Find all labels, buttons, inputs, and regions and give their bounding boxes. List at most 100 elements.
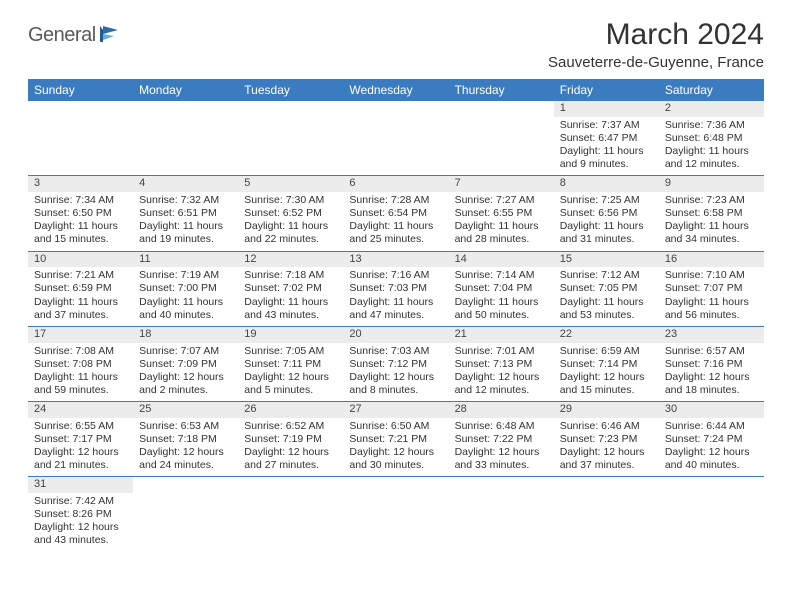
day-number-cell: 30: [659, 402, 764, 418]
daylight-line: Daylight: 11 hours and 28 minutes.: [455, 220, 548, 246]
daylight-line: Daylight: 12 hours and 2 minutes.: [139, 371, 232, 397]
day-content-cell: Sunrise: 7:27 AMSunset: 6:55 PMDaylight:…: [449, 192, 554, 251]
sunrise-line: Sunrise: 7:07 AM: [139, 345, 232, 358]
sunset-line: Sunset: 7:14 PM: [560, 358, 653, 371]
sunset-line: Sunset: 7:12 PM: [349, 358, 442, 371]
sunset-line: Sunset: 7:24 PM: [665, 433, 758, 446]
calendar-body: 12 Sunrise: 7:37 AMSunset: 6:47 PM Dayligh…: [28, 101, 764, 552]
day-number-cell: [28, 101, 133, 117]
daylight-line: Daylight: 12 hours and 30 minutes.: [349, 446, 442, 472]
day-content-cell: [238, 493, 343, 552]
day-content-cell: Sunrise: 6:53 AMSunset: 7:18 PMDaylight:…: [133, 418, 238, 477]
sunset-line: Sunset: 7:13 PM: [455, 358, 548, 371]
sunset-line: Sunset: 7:18 PM: [139, 433, 232, 446]
day-number-cell: 14: [449, 251, 554, 267]
sunset-line: Sunset: 6:54 PM: [349, 207, 442, 220]
day-number-cell: 20: [343, 326, 448, 342]
sunrise-line: Sunrise: 7:30 AM: [244, 194, 337, 207]
sunrise-line: Sunrise: 6:50 AM: [349, 420, 442, 433]
day-header: Saturday: [659, 79, 764, 101]
sunrise-line: Sunrise: 7:16 AM: [349, 269, 442, 282]
day-number-cell: 8: [554, 176, 659, 192]
daylight-line: Daylight: 12 hours and 24 minutes.: [139, 446, 232, 472]
daylight-line: Daylight: 12 hours and 27 minutes.: [244, 446, 337, 472]
daylight-line: Daylight: 11 hours and 56 minutes.: [665, 296, 758, 322]
logo-flag-icon: [100, 26, 122, 47]
day-content-cell: Sunrise: 7:10 AMSunset: 7:07 PMDaylight:…: [659, 267, 764, 326]
day-number-cell: 21: [449, 326, 554, 342]
day-number-cell: 2: [659, 101, 764, 117]
day-content-cell: Sunrise: 7:42 AMSunset: 8:26 PMDaylight:…: [28, 493, 133, 552]
sunset-line: Sunset: 7:09 PM: [139, 358, 232, 371]
day-content-cell: Sunrise: 6:55 AMSunset: 7:17 PMDaylight:…: [28, 418, 133, 477]
day-number-cell: [343, 477, 448, 493]
sunset-line: Sunset: 6:50 PM: [34, 207, 127, 220]
sunset-line: Sunset: 7:00 PM: [139, 282, 232, 295]
sunrise-line: Sunrise: 7:37 AM: [560, 119, 653, 132]
sunrise-line: Sunrise: 6:55 AM: [34, 420, 127, 433]
sunrise-line: Sunrise: 7:19 AM: [139, 269, 232, 282]
daylight-line: Daylight: 12 hours and 5 minutes.: [244, 371, 337, 397]
day-content-cell: Sunrise: 7:18 AMSunset: 7:02 PMDaylight:…: [238, 267, 343, 326]
day-number-cell: 24: [28, 402, 133, 418]
day-content-cell: Sunrise: 7:01 AMSunset: 7:13 PMDaylight:…: [449, 343, 554, 402]
day-content-cell: Sunrise: 7:32 AMSunset: 6:51 PMDaylight:…: [133, 192, 238, 251]
day-content-cell: [449, 493, 554, 552]
sunset-line: Sunset: 7:02 PM: [244, 282, 337, 295]
sunset-line: Sunset: 7:21 PM: [349, 433, 442, 446]
day-content-cell: Sunrise: 7:08 AMSunset: 7:08 PMDaylight:…: [28, 343, 133, 402]
daylight-line: Daylight: 12 hours and 37 minutes.: [560, 446, 653, 472]
day-number-cell: [659, 477, 764, 493]
day-content-cell: Sunrise: 6:59 AMSunset: 7:14 PMDaylight:…: [554, 343, 659, 402]
day-number-cell: 16: [659, 251, 764, 267]
day-number-cell: 22: [554, 326, 659, 342]
day-content-cell: Sunrise: 6:52 AMSunset: 7:19 PMDaylight:…: [238, 418, 343, 477]
calendar-header: SundayMondayTuesdayWednesdayThursdayFrid…: [28, 79, 764, 101]
day-content-cell: [659, 493, 764, 552]
daylight-line: Daylight: 12 hours and 18 minutes.: [665, 371, 758, 397]
sunrise-line: Sunrise: 7:25 AM: [560, 194, 653, 207]
sunrise-line: Sunrise: 7:10 AM: [665, 269, 758, 282]
daylight-line: Daylight: 11 hours and 47 minutes.: [349, 296, 442, 322]
day-content-cell: Sunrise: 7:19 AMSunset: 7:00 PMDaylight:…: [133, 267, 238, 326]
sunset-line: Sunset: 6:52 PM: [244, 207, 337, 220]
day-number-cell: 27: [343, 402, 448, 418]
day-content-cell: Sunrise: 7:05 AMSunset: 7:11 PMDaylight:…: [238, 343, 343, 402]
logo: General Blue: [28, 18, 124, 47]
day-number-cell: 5: [238, 176, 343, 192]
day-content-cell: Sunrise: 7:07 AMSunset: 7:09 PMDaylight:…: [133, 343, 238, 402]
header: General Blue March 2024 Sauveterre-de-Gu…: [28, 18, 764, 71]
day-content-cell: Sunrise: 6:46 AMSunset: 7:23 PMDaylight:…: [554, 418, 659, 477]
day-content-cell: Sunrise: 6:44 AMSunset: 7:24 PMDaylight:…: [659, 418, 764, 477]
sunset-line: Sunset: 6:58 PM: [665, 207, 758, 220]
sunset-line: Sunset: 6:59 PM: [34, 282, 127, 295]
day-number-cell: [238, 101, 343, 117]
day-content-cell: Sunrise: 7:25 AMSunset: 6:56 PMDaylight:…: [554, 192, 659, 251]
day-number-cell: 13: [343, 251, 448, 267]
content-row: Sunrise: 7:08 AMSunset: 7:08 PMDaylight:…: [28, 343, 764, 402]
sunrise-line: Sunrise: 7:08 AM: [34, 345, 127, 358]
day-number-cell: 17: [28, 326, 133, 342]
sunrise-line: Sunrise: 7:23 AM: [665, 194, 758, 207]
day-number-cell: 1: [554, 101, 659, 117]
day-number-cell: [133, 477, 238, 493]
day-header: Tuesday: [238, 79, 343, 101]
sunrise-line: Sunrise: 7:12 AM: [560, 269, 653, 282]
content-row: Sunrise: 6:55 AMSunset: 7:17 PMDaylight:…: [28, 418, 764, 477]
sunset-line: Sunset: 7:23 PM: [560, 433, 653, 446]
day-content-cell: [28, 117, 133, 176]
sunset-line: Sunset: 7:04 PM: [455, 282, 548, 295]
daylight-line: Daylight: 11 hours and 12 minutes.: [665, 145, 758, 171]
daynum-row: 10111213141516: [28, 251, 764, 267]
sunset-line: Sunset: 6:55 PM: [455, 207, 548, 220]
day-content-cell: [133, 493, 238, 552]
day-number-cell: 28: [449, 402, 554, 418]
day-header: Wednesday: [343, 79, 448, 101]
sunset-line: Sunset: 7:22 PM: [455, 433, 548, 446]
daylight-line: Daylight: 11 hours and 40 minutes.: [139, 296, 232, 322]
daylight-line: Daylight: 11 hours and 34 minutes.: [665, 220, 758, 246]
day-content-cell: [343, 493, 448, 552]
sunset-line: Sunset: 7:16 PM: [665, 358, 758, 371]
daylight-line: Daylight: 11 hours and 15 minutes.: [34, 220, 127, 246]
sunset-line: Sunset: 6:47 PM: [560, 132, 653, 145]
